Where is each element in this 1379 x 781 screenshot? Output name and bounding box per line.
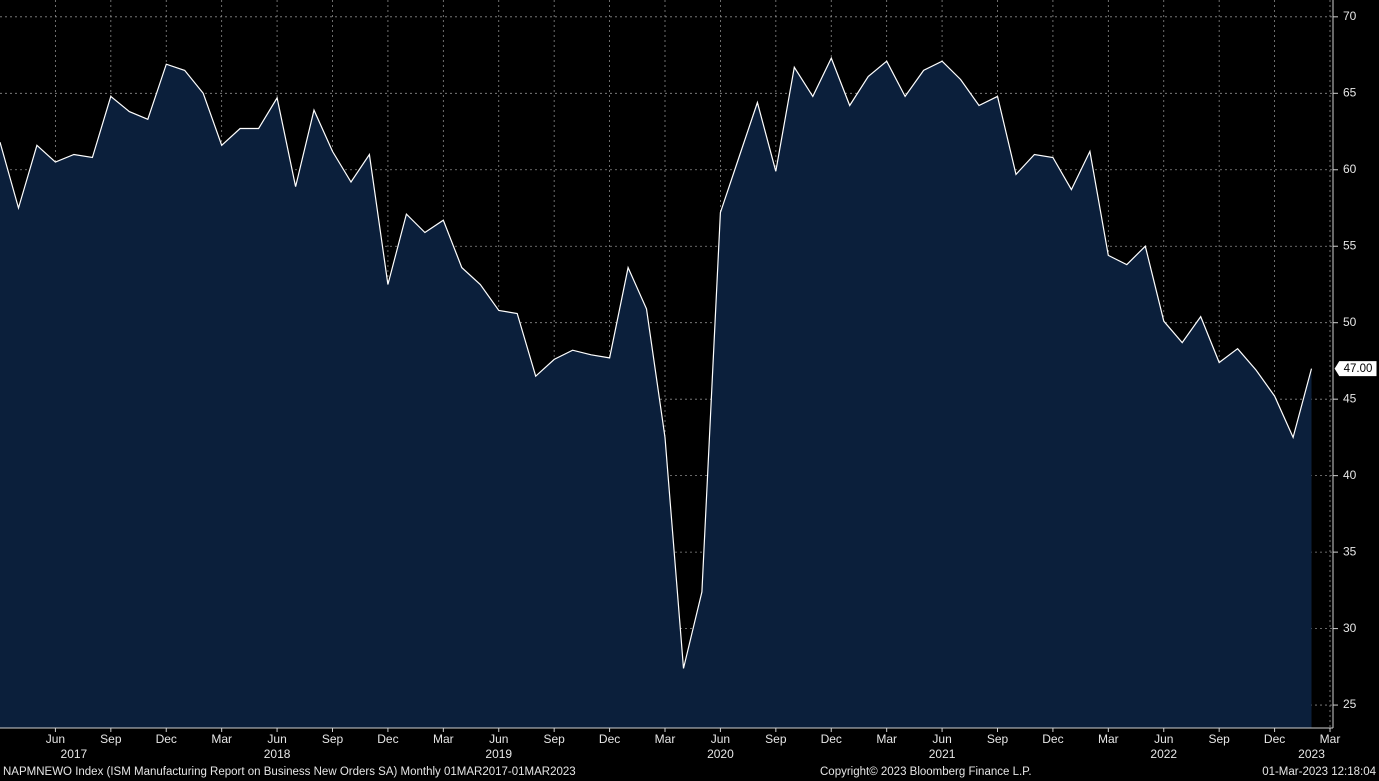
last-value-label: 47.00 [1344,363,1373,375]
x-tick-label: Mar [1320,732,1341,746]
y-tick-label: 35 [1343,544,1357,558]
x-tick-label: Dec [599,732,620,746]
x-tick-label: Jun [932,732,951,746]
x-tick-label: Sep [987,732,1009,746]
x-tick-label: Sep [100,732,122,746]
year-label: 2018 [264,747,291,761]
timestamp: 01-Mar-2023 12:18:04 [1262,766,1376,778]
x-tick-label: Jun [489,732,508,746]
x-tick-label: Sep [322,732,344,746]
x-tick-label: Jun [711,732,730,746]
x-tick-label: Dec [377,732,398,746]
x-tick-label: Dec [1264,732,1285,746]
y-tick-label: 30 [1343,621,1357,635]
x-tick-label: Sep [1208,732,1230,746]
line [0,56,1313,669]
x-tick-label: Mar [433,732,454,746]
x-tick-label: Dec [821,732,842,746]
x-tick-label: Mar [655,732,676,746]
year-label: 2021 [929,747,956,761]
y-tick-label: 25 [1343,697,1357,711]
area [0,58,1312,729]
year-label: 2020 [707,747,734,761]
y-tick-label: 65 [1343,85,1357,99]
y-tick-label: 55 [1343,238,1357,252]
x-tick-label: Jun [1154,732,1173,746]
x-tick-label: Mar [876,732,897,746]
x-tick-label: Sep [543,732,565,746]
year-label: 2023 [1298,747,1325,761]
x-tick-label: Dec [156,732,177,746]
x-tick-label: Sep [765,732,787,746]
year-label: 2017 [61,747,88,761]
x-tick-label: Mar [1098,732,1119,746]
year-label: 2022 [1150,747,1177,761]
x-tick-label: Jun [267,732,286,746]
x-tick-label: Jun [46,732,65,746]
y-tick-label: 70 [1343,9,1357,23]
y-tick-label: 60 [1343,162,1357,176]
copyright: Copyright© 2023 Bloomberg Finance L.P. [820,766,1032,778]
y-tick-label: 40 [1343,468,1357,482]
x-tick-label: Dec [1042,732,1063,746]
chart-title: NAPMNEWO Index (ISM Manufacturing Report… [3,766,576,778]
year-label: 2019 [485,747,512,761]
y-tick-label: 50 [1343,315,1357,329]
last-value-tag [1333,360,1378,378]
x-tick-label: Mar [211,732,232,746]
y-tick-label: 45 [1343,391,1357,405]
